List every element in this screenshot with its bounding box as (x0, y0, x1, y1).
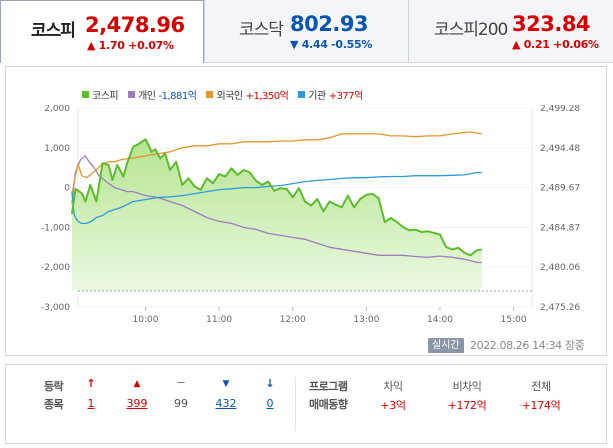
program-arbitrage-value: +3억 (380, 399, 406, 412)
x-tick-label: 12:00 (280, 315, 306, 325)
unchanged-icon: ー (176, 379, 186, 389)
legend-institution-value: +377억 (328, 90, 364, 102)
tab-kosdaq-name: 코스닥 (239, 20, 284, 40)
x-tick-label: 13:00 (353, 315, 379, 325)
kospi-area-fill (71, 139, 482, 291)
x-tick-label: 14:00 (427, 315, 453, 325)
rise-count[interactable]: 399 (126, 397, 148, 410)
x-tick-label: 15:00 (501, 315, 527, 325)
lower-limit-count[interactable]: 0 (266, 397, 274, 410)
program-total-value: +174억 (521, 399, 561, 412)
y-right-tick-label: 2,480.06 (540, 263, 580, 273)
tab-kosdaq-value: 802.93 (290, 12, 369, 36)
breadth-label-1: 등락 (44, 380, 64, 393)
legend-individual-label: 개인 (138, 90, 156, 102)
legend-foreign-value: +1,350억 (245, 90, 289, 102)
program-nonarbitrage-header: 비차익 (452, 380, 482, 393)
realtime-badge[interactable]: 실시간 (428, 338, 464, 353)
legend-kospi-label: 코스피 (92, 90, 119, 102)
y-left-tick-label: 1,000 (44, 144, 70, 154)
tab-kosdaq-change: ▼ 4.44 -0.55% (290, 38, 373, 51)
tab-kosdaq[interactable]: 코스닥 802.93 ▼ 4.44 -0.55% (204, 0, 408, 63)
index-tabs: 코스피 2,478.96 ▲ 1.70 +0.07% 코스닥 802.93 ▼ … (0, 0, 613, 63)
individual-line (71, 155, 482, 264)
tab-kospi200-value: 323.84 (512, 12, 591, 36)
y-left-tick-label: -2,000 (41, 263, 70, 273)
legend-individual-value: -1,881억 (158, 90, 197, 102)
y-right-tick-label: 2,475.26 (540, 303, 580, 313)
unchanged-count: 99 (174, 397, 188, 410)
tab-kospi-name: 코스피 (31, 21, 76, 41)
intraday-chart: 2,000 1,000 0 -1,000 -2,000 -3,000 2,499.28 2,4… (41, 105, 580, 325)
legend-individual-swatch (128, 90, 136, 98)
y-right-tick-label: 2,489.67 (540, 184, 580, 194)
program-total-header: 전체 (531, 380, 551, 393)
institution-line (71, 171, 482, 225)
program-nonarbitrage-value: +172억 (447, 399, 487, 412)
upper-limit-icon: ↑ (86, 377, 96, 390)
program-label-1: 프로그램 (309, 380, 348, 393)
x-tick-label: 11:00 (206, 315, 232, 325)
y-left-tick-label: 2,000 (44, 105, 70, 114)
market-timestamp: 2022.08.26 14:34 장중 (470, 339, 585, 352)
legend-foreign-label: 외국인 (216, 90, 243, 102)
chart-legend: 코스피 개인 -1,881억 외국인 +1,350억 기관 +377억 (82, 87, 364, 102)
x-tick-label: 10:00 (133, 315, 159, 325)
legend-foreign: 외국인 +1,350억 (206, 87, 289, 102)
fall-count[interactable]: 432 (215, 397, 237, 410)
legend-individual: 개인 -1,881억 (128, 87, 197, 102)
legend-kospi: 코스피 (82, 87, 119, 102)
tab-kospi200-change: ▲ 0.21 +0.06% (512, 38, 599, 51)
legend-kospi-swatch (82, 90, 89, 98)
foreign-line (71, 131, 482, 196)
fall-icon: ▼ (222, 379, 230, 389)
program-arbitrage-header: 차익 (383, 380, 403, 393)
legend-institution-swatch (298, 90, 306, 98)
legend-foreign-swatch (206, 90, 214, 98)
y-left-tick-label: -3,000 (41, 303, 70, 313)
lower-limit-icon: ↓ (265, 377, 275, 390)
kospi-line (70, 138, 482, 257)
program-label-2: 매매동향 (309, 398, 348, 411)
stats-divider (295, 377, 296, 431)
upper-limit-count[interactable]: 1 (87, 397, 95, 410)
y-right-tick-label: 2,494.48 (540, 144, 580, 154)
market-stats-panel (5, 364, 607, 444)
tab-kospi-value: 2,478.96 (85, 13, 185, 37)
breadth-label-2: 종목 (44, 398, 64, 411)
y-left-tick-label: 0 (64, 184, 70, 194)
tab-kospi-change: ▲ 1.70 +0.07% (87, 39, 174, 52)
tab-kospi[interactable]: 코스피 2,478.96 ▲ 1.70 +0.07% (0, 0, 204, 63)
y-left-tick-label: -1,000 (41, 223, 70, 233)
tab-kospi200[interactable]: 코스피200 323.84 ▲ 0.21 +0.06% (408, 0, 613, 63)
y-right-tick-label: 2,484.87 (540, 223, 580, 233)
legend-institution: 기관 +377억 (298, 87, 364, 102)
y-right-tick-label: 2,499.28 (540, 105, 580, 114)
legend-institution-label: 기관 (308, 90, 326, 102)
tab-kospi200-name: 코스피200 (434, 20, 508, 40)
rise-icon: ▲ (133, 379, 141, 389)
